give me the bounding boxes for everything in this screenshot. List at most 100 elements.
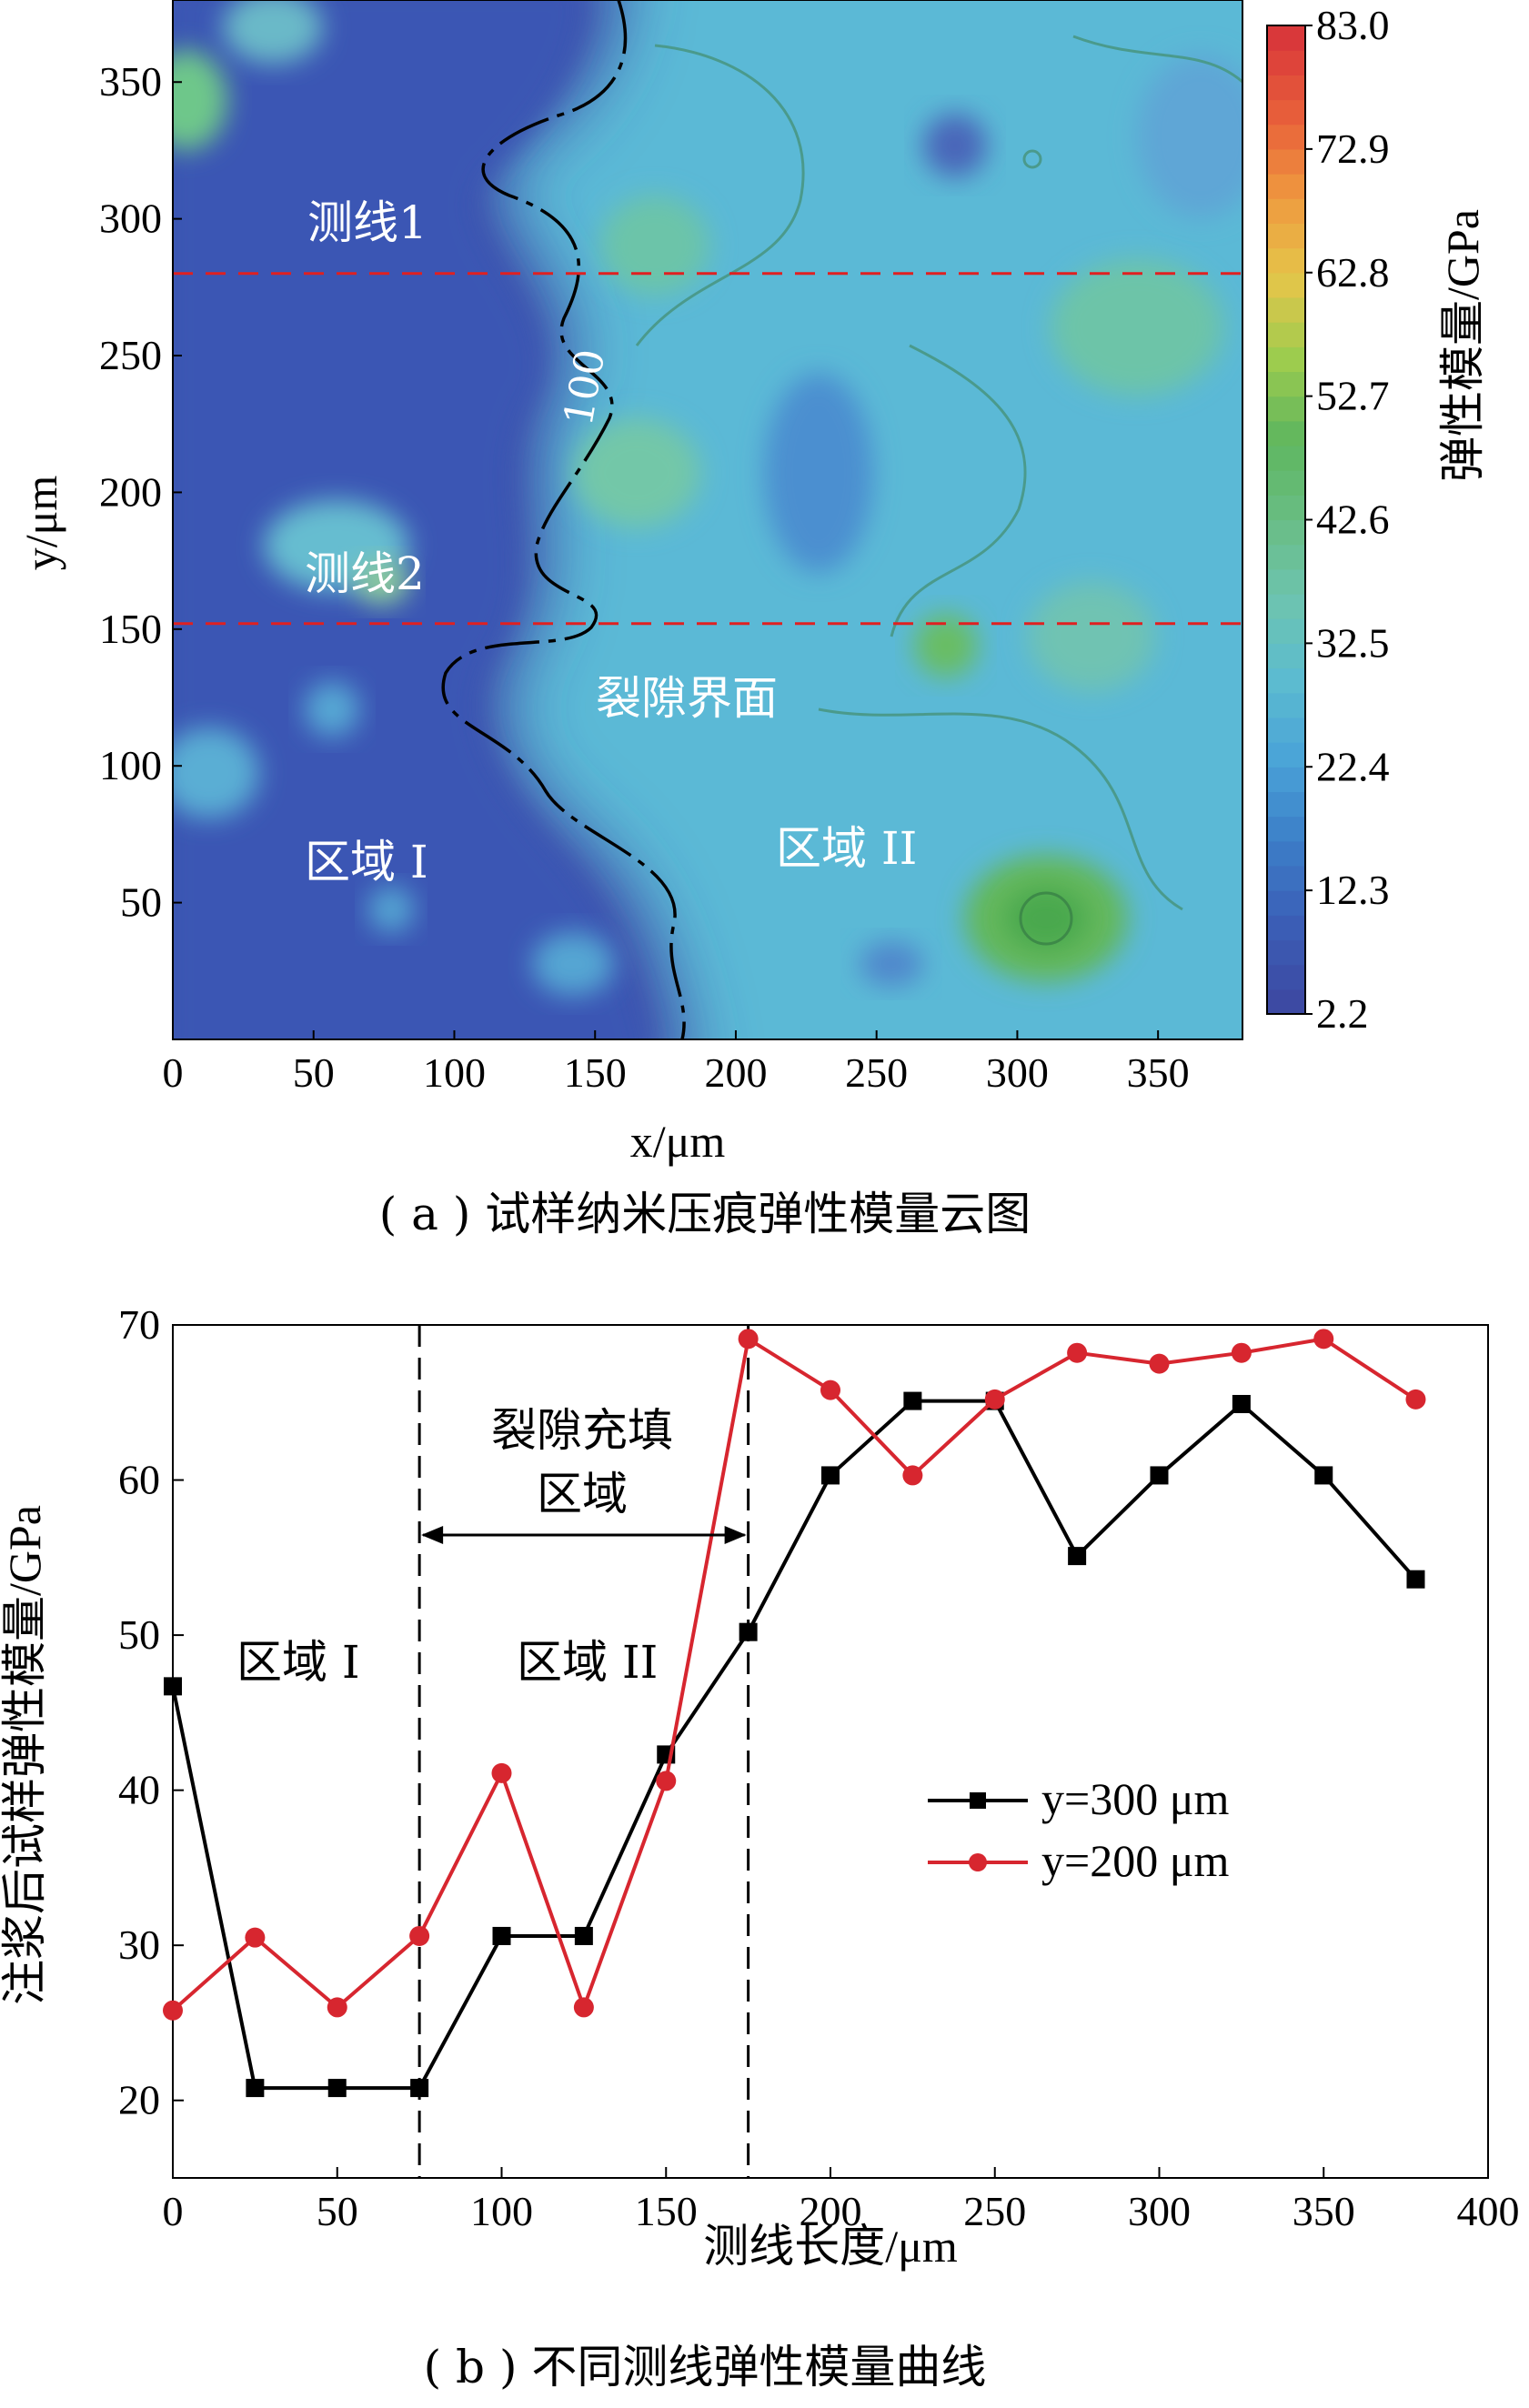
colorbar-segment — [1267, 915, 1305, 941]
data-point-circle — [984, 1389, 1005, 1410]
colorbar-segment — [1267, 174, 1305, 199]
data-point-square — [739, 1622, 758, 1641]
data-point-square — [1314, 1466, 1333, 1485]
colorbar-segment — [1267, 247, 1305, 274]
heatmap-x-tick-label: 250 — [845, 1049, 908, 1096]
data-point-circle — [738, 1329, 759, 1349]
data-point-square — [164, 1677, 182, 1696]
legend: y=300 μm y=200 μm — [928, 1773, 1230, 1886]
colorbar-tick-label: 62.8 — [1316, 249, 1390, 296]
data-point-square — [492, 1926, 511, 1945]
annotation-region1: 区域 I — [305, 836, 428, 888]
heatmap-y-tick-label: 350 — [99, 58, 162, 105]
data-point-circle — [1405, 1389, 1426, 1410]
colorbar: 2.2 12.3 22.4 32.5 42.6 52.7 62.8 72.9 83.0 — [1266, 2, 1390, 1037]
crack-interface-curve — [441, 0, 686, 1039]
colorbar-segment — [1267, 791, 1305, 818]
data-point-circle — [491, 1762, 512, 1783]
data-point-square — [1150, 1466, 1169, 1485]
line-y-tick-label: 30 — [118, 1921, 160, 1968]
heatmap-x-tick-label: 150 — [564, 1049, 627, 1096]
heatmap-x-tick-label: 100 — [423, 1049, 486, 1096]
series-line-2 — [171, 1337, 1417, 2012]
data-point-circle — [409, 1925, 430, 1946]
colorbar-segment — [1267, 148, 1305, 175]
data-point-circle — [163, 2000, 183, 2021]
heatmap-y-ticks: 50 100 150 200 250 300 350 — [99, 58, 182, 926]
data-point-square — [1406, 1570, 1425, 1589]
line-x-tick-label: 150 — [635, 2188, 698, 2234]
line-x-tick-label: 100 — [470, 2188, 533, 2234]
line-x-tick-label: 350 — [1293, 2188, 1355, 2234]
line-x-label: 测线长度/μm — [703, 2221, 958, 2272]
colorbar-tick-label: 42.6 — [1316, 497, 1390, 543]
data-point-circle — [1313, 1329, 1334, 1349]
fill-zone-arrow-head-left — [421, 1526, 444, 1544]
data-point-square — [821, 1466, 840, 1485]
colorbar-segment — [1267, 594, 1305, 619]
data-point-square — [410, 2079, 429, 2098]
annotation-region2: 区域 II — [776, 822, 917, 875]
colorbar-tick-label: 2.2 — [1316, 990, 1369, 1037]
colorbar-segment — [1267, 519, 1305, 546]
data-point-circle — [1067, 1342, 1088, 1363]
colorbar-tick-label: 72.9 — [1316, 125, 1390, 172]
colorbar-segment — [1267, 371, 1305, 397]
heatmap-y-tick-label: 50 — [120, 879, 162, 926]
series-group — [163, 1329, 1426, 2098]
colorbar-segment — [1267, 223, 1305, 249]
annotation-line1: 测线1 — [307, 196, 428, 249]
annotation-region2-b: 区域 II — [517, 1636, 658, 1689]
data-point-square — [1068, 1547, 1087, 1566]
colorbar-segment — [1267, 420, 1305, 446]
colorbar-segment — [1267, 346, 1305, 373]
colorbar-segment — [1267, 544, 1305, 570]
line-chart-panel: 0 50 100 150 200 250 300 350 400 20 30 40 50 60 70 裂隙… — [0, 1301, 1520, 2393]
colorbar-segment — [1267, 964, 1305, 990]
colorbar-tick-label: 52.7 — [1316, 373, 1390, 419]
colorbar-segment — [1267, 643, 1305, 669]
heatmap-x-tick-label: 50 — [293, 1049, 335, 1096]
colorbar-segment — [1267, 296, 1305, 323]
data-point-circle — [902, 1465, 923, 1486]
data-point-circle — [1231, 1342, 1252, 1363]
legend-marker-square — [970, 1792, 986, 1809]
colorbar-segment — [1267, 124, 1305, 150]
line-x-tick-label: 400 — [1457, 2188, 1520, 2234]
data-point-square — [903, 1391, 922, 1410]
colorbar-segment — [1267, 396, 1305, 422]
line-y-label: 注浆后试样弹性模量/GPa — [0, 1505, 50, 2005]
heatmap-field — [173, 0, 1242, 1039]
line-y-tick-label: 50 — [118, 1611, 160, 1658]
colorbar-segment — [1267, 692, 1305, 718]
line-y-tick-label: 20 — [118, 2077, 160, 2123]
caption-a: ( a ) 试样纳米压痕弹性模量云图 — [379, 1188, 1031, 1240]
colorbar-segment — [1267, 717, 1305, 743]
heatmap-y-tick-label: 300 — [99, 196, 162, 242]
line-x-tick-label: 300 — [1128, 2188, 1191, 2234]
line-x-ticks: 0 50 100 150 200 250 300 350 400 — [163, 2167, 1520, 2234]
data-point-square — [1232, 1394, 1251, 1413]
annotation-line2: 测线2 — [305, 547, 425, 600]
colorbar-segment — [1267, 495, 1305, 521]
data-point-circle — [327, 1997, 347, 2018]
colorbar-segment — [1267, 988, 1305, 1015]
line-y-tick-label: 70 — [118, 1301, 160, 1348]
heatmap-y-tick-label: 150 — [99, 606, 162, 652]
heatmap-x-tick-label: 200 — [704, 1049, 767, 1096]
fill-zone-arrow — [421, 1526, 747, 1544]
colorbar-label: 弹性模量/GPa — [1437, 209, 1488, 482]
caption-b: ( b ) 不同测线弹性模量曲线 — [424, 2341, 987, 2393]
heatmap-x-tick-label: 350 — [1127, 1049, 1190, 1096]
colorbar-segment — [1267, 25, 1305, 51]
colorbar-tick-label: 12.3 — [1316, 867, 1390, 913]
data-point-circle — [656, 1771, 677, 1791]
colorbar-segment — [1267, 50, 1305, 75]
heatmap-x-ticks: 0 50 100 150 200 250 300 350 — [163, 1030, 1190, 1096]
line-y-tick-label: 40 — [118, 1767, 160, 1813]
annotation-fill-zone-2: 区域 — [537, 1468, 628, 1520]
zone-boundaries — [417, 1325, 750, 2178]
annotation-interface: 裂隙界面 — [596, 672, 778, 725]
line-x-tick-label: 250 — [963, 2188, 1026, 2234]
